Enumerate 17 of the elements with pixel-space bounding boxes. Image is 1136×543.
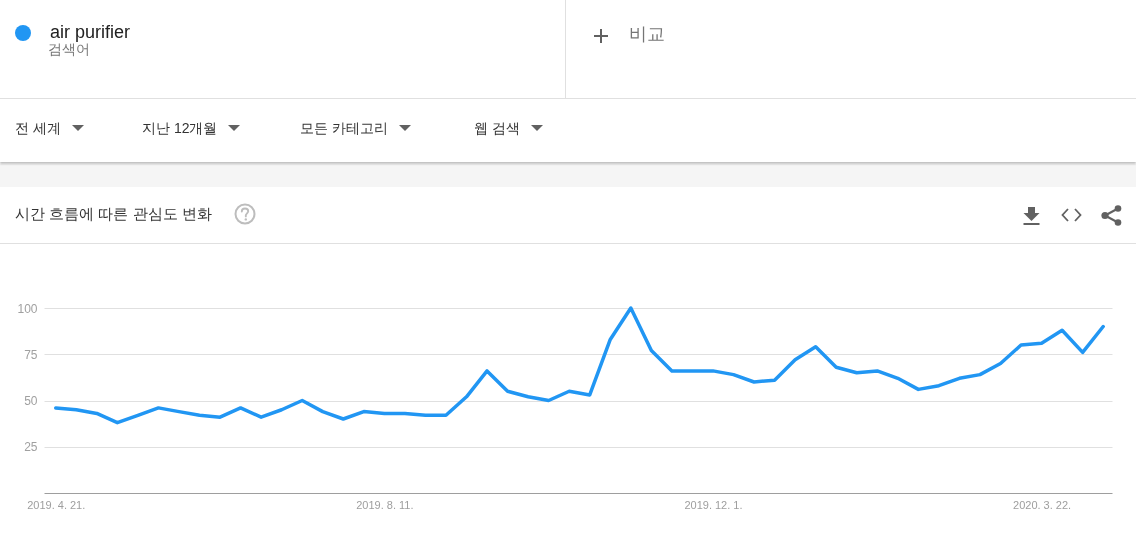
text: 지난 12개월 bbox=[142, 120, 218, 137]
text: 비교 bbox=[629, 24, 665, 44]
text: 모든 카테고리 bbox=[300, 120, 388, 137]
text: 웹 검색 bbox=[474, 120, 520, 137]
x-tick-label: 2019. 4. 21. bbox=[27, 498, 86, 511]
y-tick-label: 25 bbox=[24, 440, 38, 455]
legend-label: air purifier bbox=[50, 22, 131, 42]
x-tick-label: 2020. 3. 22. bbox=[1013, 498, 1072, 511]
x-tick-label: 2019. 12. 1. bbox=[684, 498, 743, 511]
y-tick-label: 75 bbox=[24, 347, 38, 362]
y-tick-label: 50 bbox=[24, 394, 38, 408]
x-tick-label: 2019. 8. 11. bbox=[356, 498, 414, 511]
line-series bbox=[53, 306, 1105, 425]
y-tick-label: 100 bbox=[17, 301, 38, 316]
text: 검색어 bbox=[48, 41, 90, 57]
text: 전 세계 bbox=[15, 120, 61, 137]
chart-title: 시간 흐름에 따른 관심도 변화 bbox=[15, 205, 212, 223]
